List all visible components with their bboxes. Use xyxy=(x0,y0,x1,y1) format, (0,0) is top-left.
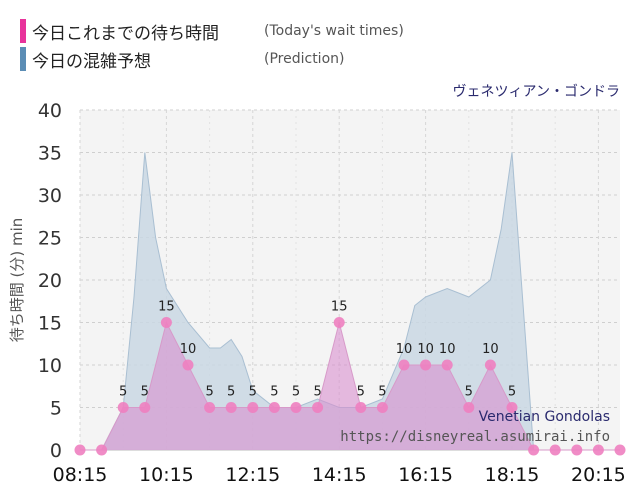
legend-label-actual: 今日これまでの待ち時間 xyxy=(32,23,219,44)
x-tick-label: 16:15 xyxy=(398,464,453,486)
actual-area xyxy=(80,322,620,450)
legend: 今日これまでの待ち時間 (Today's wait times) 今日の混雑予想… xyxy=(20,18,404,72)
actual-point xyxy=(592,444,604,456)
data-label: 5 xyxy=(270,385,278,400)
actual-point xyxy=(376,402,388,413)
actual-point xyxy=(96,444,108,456)
data-label: 5 xyxy=(141,385,149,400)
actual-point xyxy=(333,317,345,328)
y-tick-label: 35 xyxy=(38,143,62,165)
data-label: 15 xyxy=(158,300,175,315)
actual-point xyxy=(225,402,237,413)
actual-point xyxy=(160,317,172,328)
x-tick-label: 12:15 xyxy=(225,464,280,486)
y-tick-label: 10 xyxy=(38,355,62,377)
x-tick-label: 18:15 xyxy=(485,464,540,486)
legend-sublabel-actual: (Today's wait times) xyxy=(264,23,404,39)
legend-swatch-actual xyxy=(20,19,26,43)
data-label: 10 xyxy=(482,342,499,357)
y-tick-label: 5 xyxy=(50,398,62,420)
data-label: 5 xyxy=(205,385,213,400)
x-tick-label: 10:15 xyxy=(139,464,194,486)
data-label: 5 xyxy=(119,385,127,400)
data-label: 5 xyxy=(292,385,300,400)
y-axis-label: 待ち時間 (分) min xyxy=(8,218,26,343)
legend-sublabel-prediction: (Prediction) xyxy=(264,51,345,67)
x-tick-label: 14:15 xyxy=(312,464,367,486)
actual-point xyxy=(290,402,302,413)
chart-title: ヴェネツィアン・ゴンドラ xyxy=(453,83,620,100)
legend-label-prediction: 今日の混雑予想 xyxy=(32,51,151,72)
actual-point xyxy=(139,402,151,413)
y-tick-label: 40 xyxy=(38,100,62,122)
data-label: 5 xyxy=(313,385,321,400)
actual-point xyxy=(506,402,518,413)
x-tick-label: 20:15 xyxy=(571,464,626,486)
actual-point xyxy=(247,402,259,413)
data-label: 5 xyxy=(508,385,516,400)
data-label: 5 xyxy=(227,385,235,400)
actual-point xyxy=(571,444,583,456)
actual-point xyxy=(420,359,432,371)
legend-item-actual: 今日これまでの待ち時間 (Today's wait times) xyxy=(20,18,404,44)
data-label: 5 xyxy=(249,385,257,400)
legend-item-prediction: 今日の混雑予想 (Prediction) xyxy=(20,46,404,72)
data-label: 10 xyxy=(439,342,456,357)
actual-point xyxy=(268,402,280,413)
data-label: 10 xyxy=(180,342,197,357)
actual-point xyxy=(312,402,324,413)
y-tick-label: 20 xyxy=(38,270,62,292)
y-tick-label: 15 xyxy=(38,313,62,335)
watermark-url: https://disneyreal.asumirai.info xyxy=(340,429,610,445)
data-label: 10 xyxy=(396,342,413,357)
actual-point xyxy=(484,359,496,371)
data-label: 5 xyxy=(378,385,386,400)
prediction-line xyxy=(80,152,620,451)
y-tick-label: 30 xyxy=(38,185,62,207)
series-areas xyxy=(80,152,620,451)
actual-point xyxy=(74,444,86,456)
actual-point xyxy=(528,444,540,456)
x-tick-label: 08:15 xyxy=(53,464,108,486)
y-tick-label: 0 xyxy=(50,440,62,462)
actual-point xyxy=(398,359,410,371)
actual-point xyxy=(549,444,561,456)
watermark-name: Venetian Gondolas xyxy=(479,409,610,425)
actual-point xyxy=(614,444,626,456)
data-label: 5 xyxy=(465,385,473,400)
actual-point xyxy=(441,359,453,371)
series-points xyxy=(74,317,626,456)
actual-point xyxy=(117,402,129,413)
legend-swatch-prediction xyxy=(20,47,26,71)
x-axis-ticks: 08:15 10:15 12:15 14:15 16:15 18:15 20:15 xyxy=(53,464,626,486)
actual-point xyxy=(463,402,475,413)
actual-point xyxy=(204,402,216,413)
actual-point xyxy=(355,402,367,413)
data-label: 15 xyxy=(331,300,348,315)
actual-line xyxy=(80,321,620,451)
y-tick-label: 25 xyxy=(38,228,62,250)
y-axis-ticks: 0 5 10 15 20 25 30 35 40 xyxy=(38,100,62,462)
data-label: 5 xyxy=(357,385,365,400)
data-label: 10 xyxy=(417,342,434,357)
actual-point xyxy=(182,359,194,371)
